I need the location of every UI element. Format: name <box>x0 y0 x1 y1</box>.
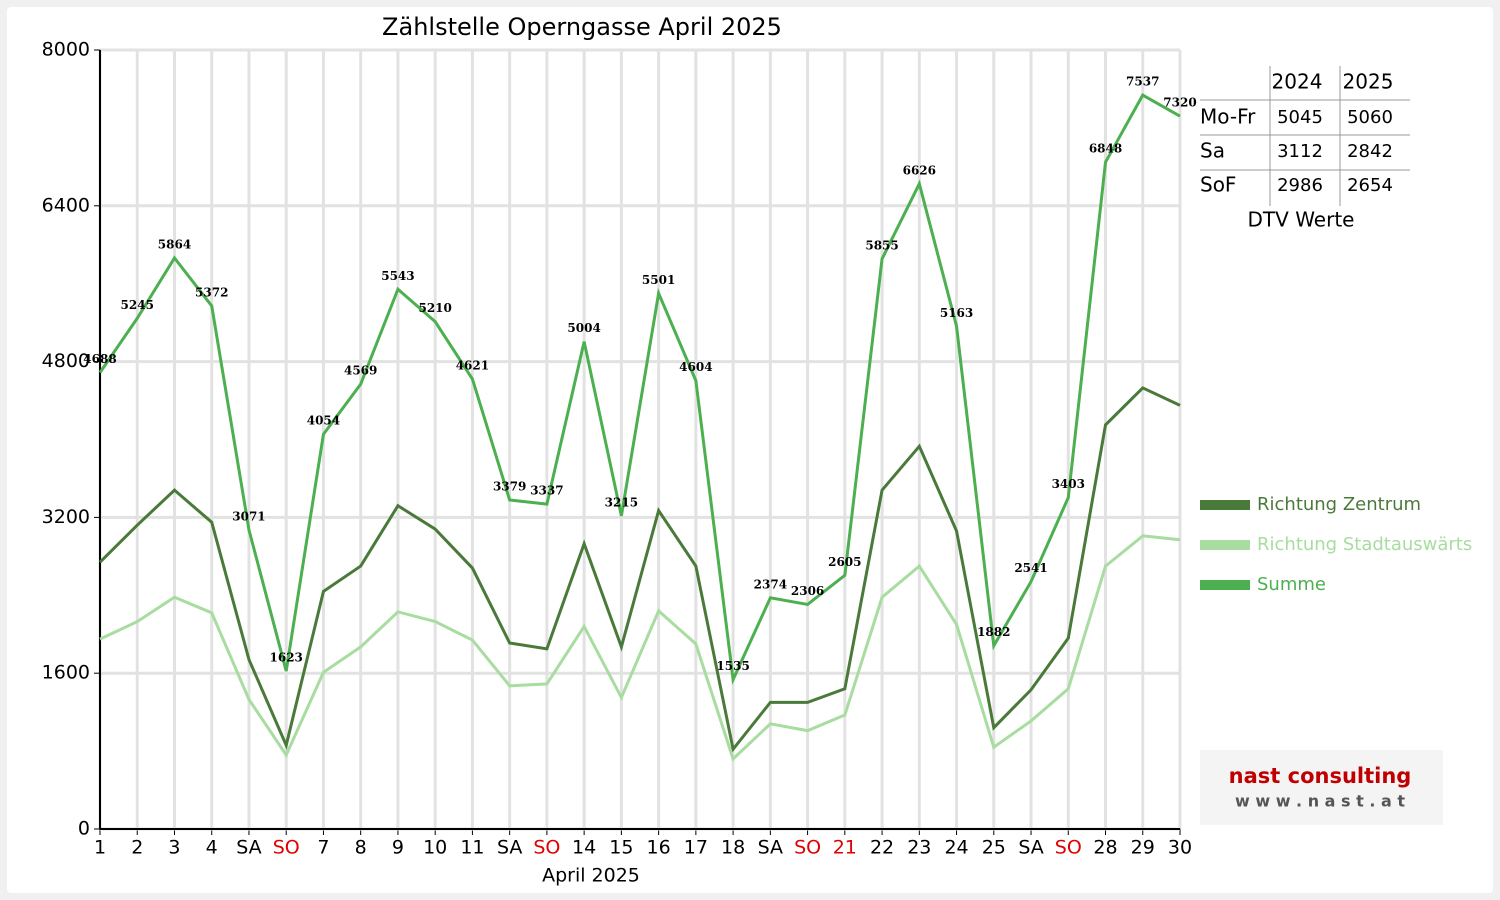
table-row-label: SoF <box>1200 173 1236 197</box>
table-cell: 5060 <box>1347 107 1393 128</box>
panel <box>7 7 1493 893</box>
data-label: 4621 <box>456 359 489 373</box>
table-cell: 2986 <box>1277 175 1323 196</box>
logo-box <box>1200 750 1443 825</box>
data-label: 5543 <box>381 269 414 283</box>
table-row-label: Mo-Fr <box>1200 105 1256 129</box>
x-tick-label: 28 <box>1093 837 1117 859</box>
data-label: 6626 <box>903 163 936 177</box>
x-tick-label: 15 <box>609 837 633 859</box>
y-tick-label: 6400 <box>42 194 90 216</box>
y-tick-label: 1600 <box>42 662 90 684</box>
data-label: 4688 <box>83 352 116 366</box>
x-tick-label: SO <box>273 837 300 859</box>
x-tick-label: 22 <box>870 837 894 859</box>
dtv-table: 2024 2025 DTV Werte <box>1200 66 1410 232</box>
x-tick-label: 10 <box>423 837 447 859</box>
legend-swatch <box>1200 500 1250 510</box>
data-label: 2374 <box>754 577 787 591</box>
chart-title: Zählstelle Operngasse April 2025 <box>382 13 782 41</box>
data-label: 1882 <box>977 625 1010 639</box>
data-label: 2541 <box>1014 561 1047 575</box>
table-caption: DTV Werte <box>1248 208 1355 232</box>
data-label: 5864 <box>158 237 191 251</box>
data-label: 7537 <box>1126 75 1159 89</box>
data-label: 5372 <box>195 285 228 299</box>
data-label: 2306 <box>791 584 824 598</box>
series-line <box>98 386 1181 753</box>
x-tick-label: 11 <box>460 837 484 859</box>
legend-label: Summe <box>1257 574 1326 595</box>
legend-swatch <box>1200 580 1250 590</box>
data-label: 5163 <box>940 306 973 320</box>
data-label: 6848 <box>1089 142 1122 156</box>
data-label: 2605 <box>828 555 861 569</box>
x-tick-label: SO <box>533 837 560 859</box>
x-tick-label: SO <box>794 837 821 859</box>
logo-url: w w w . n a s t . a t <box>1235 792 1405 811</box>
plot: 1 2 3 4 SA SO 7 8 9 10 11 SA SO 14 15 16 17 18 SA SO 21 22 23 2… <box>42 39 1197 859</box>
x-tick-label: 14 <box>572 837 596 859</box>
x-tick-label: 9 <box>392 837 404 859</box>
legend-label: Richtung Zentrum <box>1257 494 1421 515</box>
x-tick-label: SA <box>1018 837 1043 859</box>
data-label: 3071 <box>232 509 265 523</box>
x-tick-label: 1 <box>94 837 106 859</box>
legend-label: Richtung Stadtauswärts <box>1257 534 1472 555</box>
x-tick-label: SA <box>497 837 522 859</box>
y-tick-label: 8000 <box>42 39 90 61</box>
x-tick-label: 16 <box>647 837 671 859</box>
series-line <box>99 534 1181 762</box>
data-label: 3403 <box>1052 477 1085 491</box>
y-tick-label: 3200 <box>42 506 90 528</box>
data-label: 5501 <box>642 273 675 287</box>
x-tick-label: 8 <box>355 837 367 859</box>
data-label: 1535 <box>716 659 749 673</box>
x-tick-label: 21 <box>833 837 857 859</box>
table-cell: 3112 <box>1277 141 1323 162</box>
x-tick-label: 7 <box>317 837 329 859</box>
data-label: 7320 <box>1163 96 1196 110</box>
legend-swatch <box>1200 540 1250 550</box>
x-tick-label: 3 <box>168 837 180 859</box>
table-cell: 2654 <box>1347 175 1393 196</box>
x-tick-label: 24 <box>944 837 968 859</box>
data-label: 5855 <box>865 238 898 252</box>
table-cell: 5045 <box>1277 107 1323 128</box>
data-label: 3215 <box>605 495 638 509</box>
x-tick-label: SA <box>758 837 783 859</box>
x-tick-label: 2 <box>131 837 143 859</box>
x-tick-label: 25 <box>982 837 1006 859</box>
data-label: 5210 <box>418 301 451 315</box>
table-row-label: Sa <box>1200 139 1225 163</box>
y-tick-label: 4800 <box>42 350 90 372</box>
x-axis-title: April 2025 <box>542 865 640 887</box>
y-tick-label: 0 <box>78 818 90 840</box>
x-tick-label: 29 <box>1131 837 1155 859</box>
table-header: 2024 <box>1272 70 1323 94</box>
data-label: 4569 <box>344 364 377 378</box>
logo-name: nast consulting <box>1229 764 1412 788</box>
data-label: 3337 <box>530 484 563 498</box>
x-tick-label: SO <box>1055 837 1082 859</box>
data-label: 5004 <box>567 321 600 335</box>
data-label: 4054 <box>307 414 340 428</box>
data-label: 5245 <box>121 298 154 312</box>
table-header: 2025 <box>1343 70 1394 94</box>
x-tick-label: 23 <box>907 837 931 859</box>
data-label: 1623 <box>270 650 303 664</box>
x-tick-label: 18 <box>721 837 745 859</box>
x-tick-label: 4 <box>206 837 218 859</box>
data-label: 4604 <box>679 360 712 374</box>
x-tick-label: SA <box>236 837 261 859</box>
logo: nast consulting w w w . n a s t . a t <box>1200 750 1443 825</box>
series-line <box>98 93 1181 685</box>
x-tick-label: 17 <box>684 837 708 859</box>
x-tick-label: 30 <box>1168 837 1192 859</box>
table-cell: 2842 <box>1347 141 1393 162</box>
data-label: 3379 <box>493 479 526 493</box>
